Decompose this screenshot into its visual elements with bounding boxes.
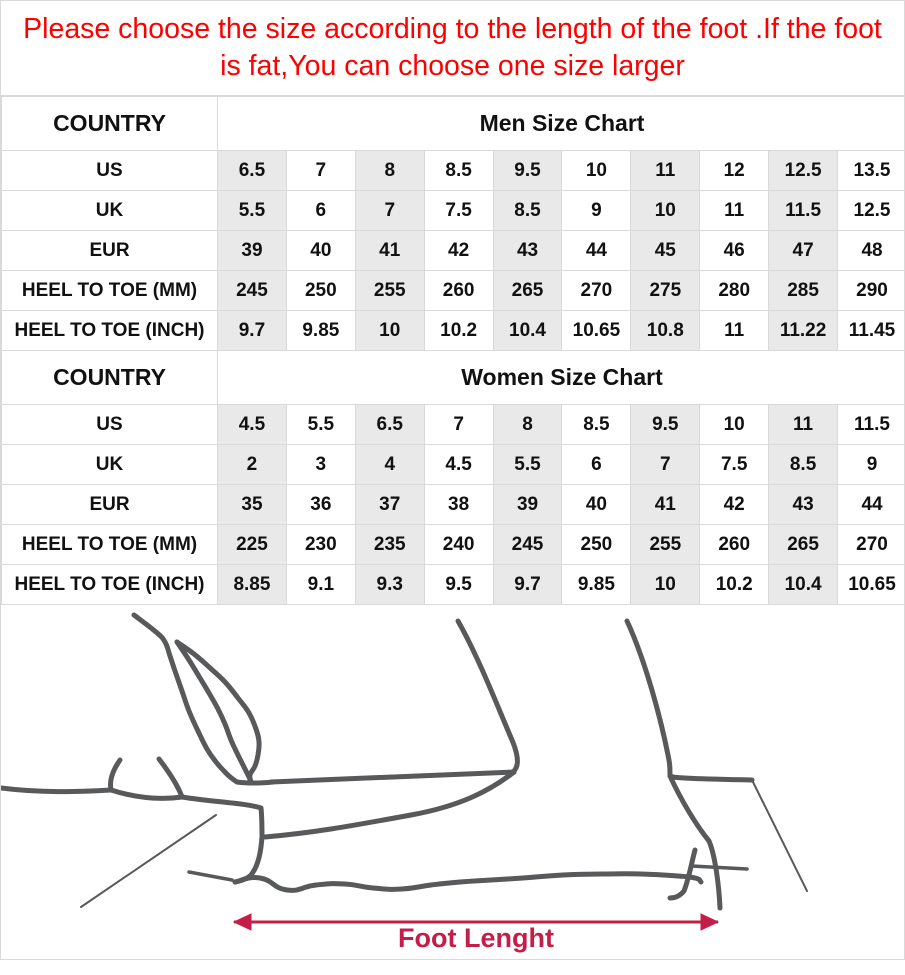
svg-text:Foot Lenght: Foot Lenght (398, 923, 554, 953)
